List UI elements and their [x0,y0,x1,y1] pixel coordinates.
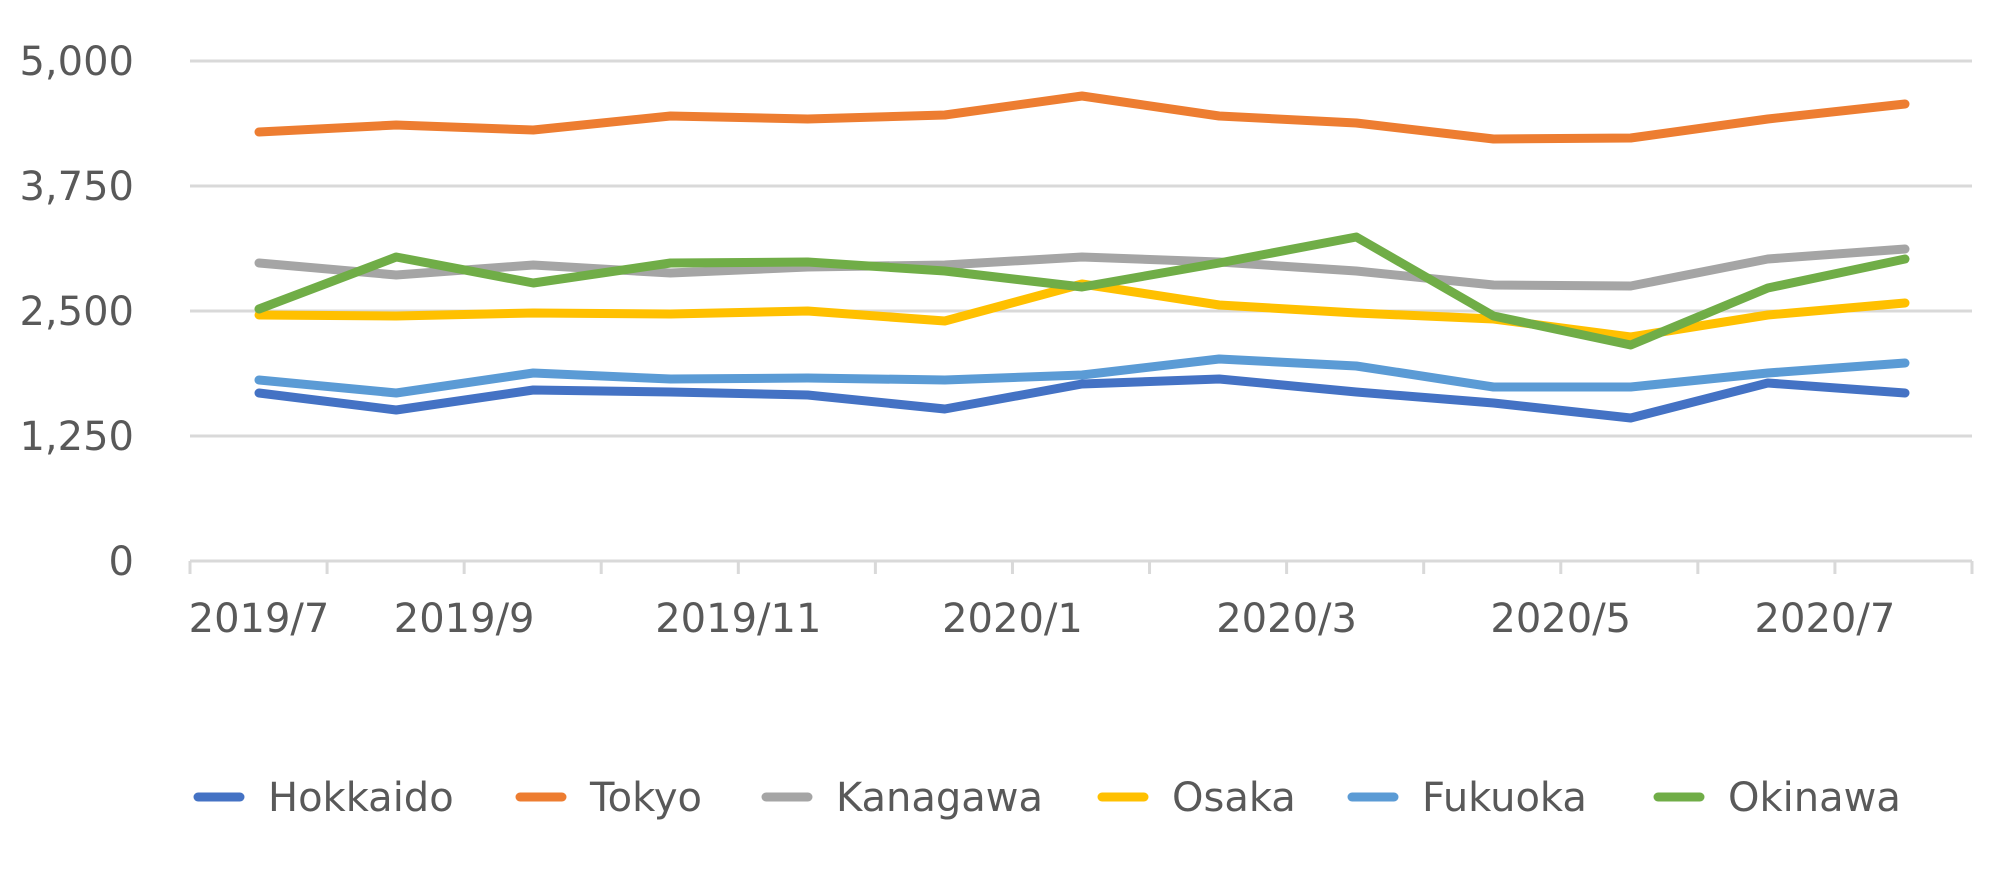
legend-label: Hokkaido [268,775,454,821]
legend-label: Okinawa [1728,775,1901,821]
series-line-okinawa [254,232,1910,350]
x-tick-label: 2020/3 [1216,596,1357,642]
legend: Hokkaido Tokyo Kanagawa Osaka Fukuoka Okinawa [193,775,1901,821]
y-tick-label: 5,000 [19,39,134,85]
legend-label: Fukuoka [1422,775,1587,821]
legend-label: Kanagawa [836,775,1043,821]
x-axis [188,559,1974,574]
series-line-hokkaido [254,374,1910,423]
series-line-fukuoka [254,354,1910,398]
y-tick-label: 1,250 [19,414,134,460]
x-tick-label: 2020/5 [1490,596,1631,642]
series-lines [254,91,1910,423]
x-axis-tick-labels: 2019/7 2019/9 2019/11 2020/1 2020/3 2020/5 202… [189,596,1896,642]
y-tick-label: 3,750 [19,164,134,210]
legend-label: Osaka [1172,775,1296,821]
y-axis-tick-labels: 0 1,250 2,500 3,750 5,000 [19,39,134,585]
x-tick-label: 2019/7 [189,596,330,642]
x-tick-label: 2019/9 [394,596,535,642]
legend-label: Tokyo [589,775,702,821]
series-line-tokyo [254,91,1910,144]
y-tick-label: 2,500 [19,289,134,335]
x-tick-label: 2020/1 [942,596,1083,642]
x-tick-label: 2019/11 [655,596,821,642]
y-tick-label: 0 [109,539,134,585]
series-line-kanagawa [254,244,1910,291]
x-tick-label: 2020/7 [1755,596,1896,642]
